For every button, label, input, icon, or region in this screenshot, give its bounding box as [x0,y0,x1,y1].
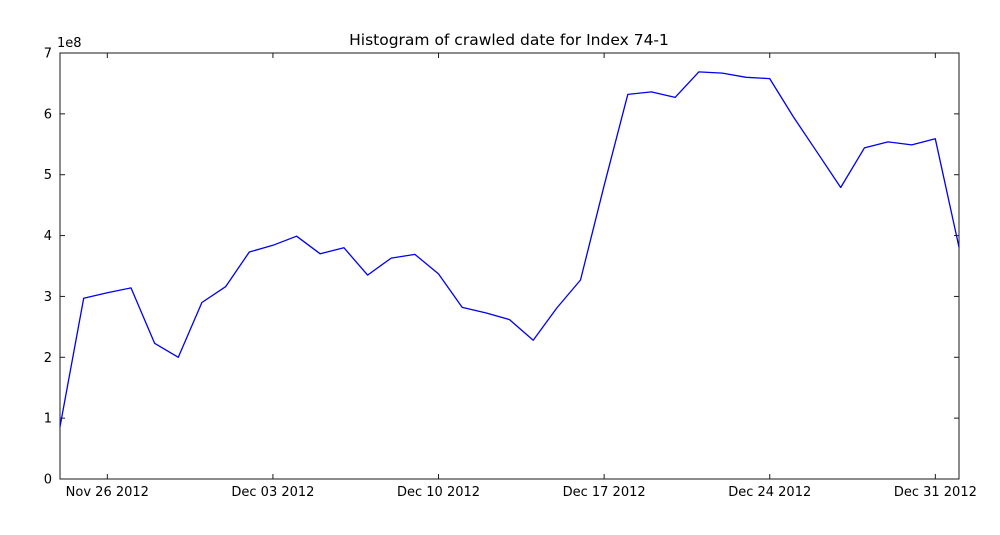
x-tick-label: Dec 31 2012 [894,485,977,500]
x-tick-label: Dec 10 2012 [397,485,480,500]
chart-title: Histogram of crawled date for Index 74-1 [349,31,669,49]
x-tick-label: Dec 03 2012 [231,485,314,500]
x-tick-label: Dec 24 2012 [728,485,811,500]
y-tick-label: 3 [44,290,52,305]
x-tick-label: Nov 26 2012 [66,485,149,500]
plot-border [59,52,960,480]
y-tick-label: 1 [44,412,52,427]
x-tick-label: Dec 17 2012 [563,485,646,500]
y-tick-label: 4 [44,229,52,244]
data-line [59,71,960,428]
y-axis-offset-label: 1e8 [57,36,82,51]
y-tick-label: 0 [44,473,52,488]
y-tick-label: 6 [44,107,52,122]
plot-area: Nov 26 2012 Dec 03 2012 Dec 10 2012 Dec 17 … [44,47,977,501]
y-tick-label: 5 [44,168,52,183]
y-tick-label: 7 [44,47,52,62]
y-tick-label: 2 [44,351,52,366]
